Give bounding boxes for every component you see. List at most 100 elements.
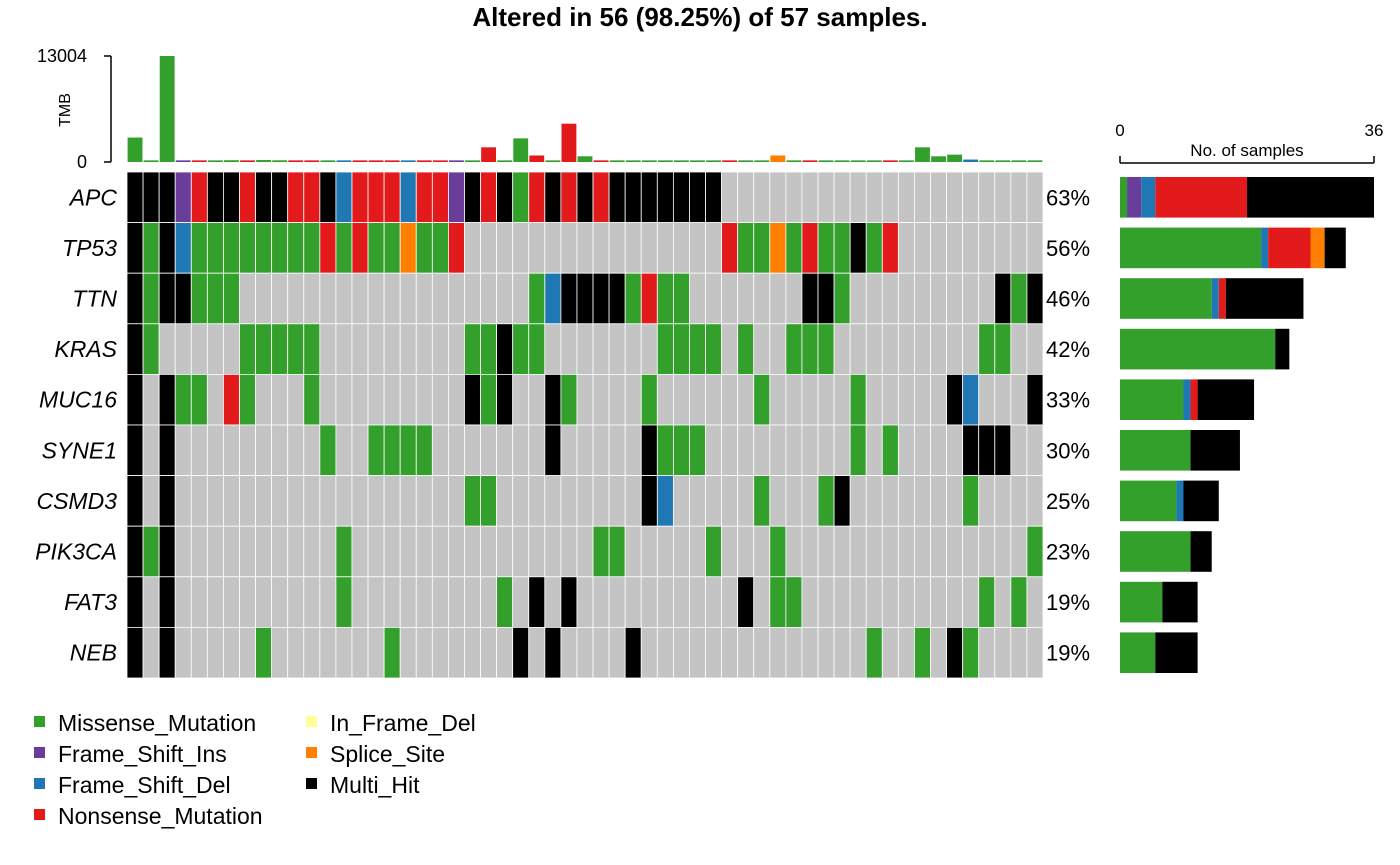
matrix-cell [190, 475, 208, 527]
matrix-cell [287, 627, 305, 679]
matrix-cell [496, 424, 514, 476]
matrix-cell [640, 627, 658, 679]
matrix-cell [1010, 576, 1028, 628]
matrix-cell [367, 627, 385, 679]
gene-label: MUC16 [39, 387, 117, 413]
matrix-cell [801, 272, 819, 325]
matrix-cell [881, 576, 899, 628]
percentage-label: 19% [1046, 641, 1090, 666]
matrix-cell [721, 323, 739, 375]
matrix-cell [480, 424, 498, 476]
matrix-cell [897, 525, 915, 578]
matrix-cell [142, 576, 160, 628]
matrix-cell [287, 576, 305, 628]
matrix-cell [528, 323, 546, 375]
matrix-cell [689, 576, 706, 628]
matrix-cell [383, 222, 401, 274]
matrix-cell [190, 424, 208, 476]
matrix-cell [174, 272, 192, 325]
matrix-cell [881, 272, 899, 325]
matrix-cell [914, 171, 931, 223]
matrix-cell [1026, 576, 1044, 628]
count-bar-segment [1218, 278, 1226, 319]
matrix-cell [656, 323, 674, 375]
matrix-cell [319, 272, 337, 325]
matrix-cell [448, 171, 465, 223]
matrix-cell [335, 475, 353, 527]
matrix-cell [978, 627, 996, 679]
count-bar-segment [1120, 177, 1128, 218]
matrix-cell [608, 424, 626, 476]
matrix-cell [849, 373, 867, 426]
matrix-cell [239, 373, 256, 426]
count-bar-segment [1183, 480, 1219, 522]
matrix-cell [865, 373, 883, 426]
matrix-cell [126, 373, 144, 426]
tmb-bar [963, 159, 979, 162]
matrix-cell [705, 171, 722, 223]
matrix-cell [367, 222, 385, 274]
tmb-bar [320, 160, 336, 162]
matrix-cell [592, 222, 610, 274]
matrix-cell [239, 323, 256, 375]
matrix-cell [914, 475, 931, 527]
matrix-cell [255, 576, 273, 628]
matrix-cell [544, 475, 562, 527]
matrix-cell [206, 272, 224, 325]
tmb-bar [882, 160, 898, 162]
matrix-cell [753, 171, 771, 223]
tmb-bar [191, 160, 207, 162]
matrix-cell [769, 171, 787, 223]
matrix-cell [190, 627, 208, 679]
matrix-cell [255, 171, 273, 223]
matrix-cell [592, 424, 610, 476]
matrix-cell [335, 373, 353, 426]
matrix-cell [737, 323, 755, 375]
matrix-cell [946, 627, 964, 679]
matrix-cell [335, 222, 353, 274]
matrix-cell [528, 475, 546, 527]
matrix-cell [753, 627, 771, 679]
tmb-bar [786, 160, 802, 162]
matrix-cell [801, 576, 819, 628]
matrix-cell [849, 424, 867, 476]
matrix-cell [881, 475, 899, 527]
matrix-cell [721, 525, 739, 578]
matrix-cell [769, 323, 787, 375]
matrix-cell [930, 272, 947, 325]
count-bar-segment [1268, 227, 1311, 269]
matrix-cell [190, 323, 208, 375]
matrix-cell [1010, 222, 1028, 274]
matrix-cell [480, 525, 498, 578]
matrix-cell [849, 222, 867, 274]
matrix-cell [464, 627, 481, 679]
matrix-cell [335, 525, 353, 578]
matrix-cell [817, 373, 835, 426]
matrix-cell [496, 323, 514, 375]
matrix-cell [1010, 525, 1028, 578]
tmb-bar [513, 138, 529, 162]
matrix-cell [464, 171, 481, 223]
matrix-cell [737, 627, 755, 679]
matrix-cell [914, 424, 931, 476]
matrix-cell [753, 272, 771, 325]
matrix-cell [721, 627, 739, 679]
matrix-cell [962, 627, 980, 679]
matrix-cell [978, 323, 996, 375]
matrix-cell [399, 323, 417, 375]
matrix-cell [914, 323, 931, 375]
matrix-cell [271, 475, 289, 527]
count-bar-segment [1120, 328, 1276, 370]
matrix-cell [383, 525, 401, 578]
tmb-bar [497, 160, 513, 162]
matrix-cell [849, 171, 867, 223]
counts-tick-min: 0 [1115, 121, 1124, 140]
matrix-cell [946, 475, 964, 527]
matrix-cell [126, 627, 144, 679]
matrix-cell [448, 475, 465, 527]
matrix-cell [271, 171, 289, 223]
matrix-cell [448, 627, 465, 679]
matrix-cell [753, 576, 771, 628]
matrix-cell [769, 424, 787, 476]
